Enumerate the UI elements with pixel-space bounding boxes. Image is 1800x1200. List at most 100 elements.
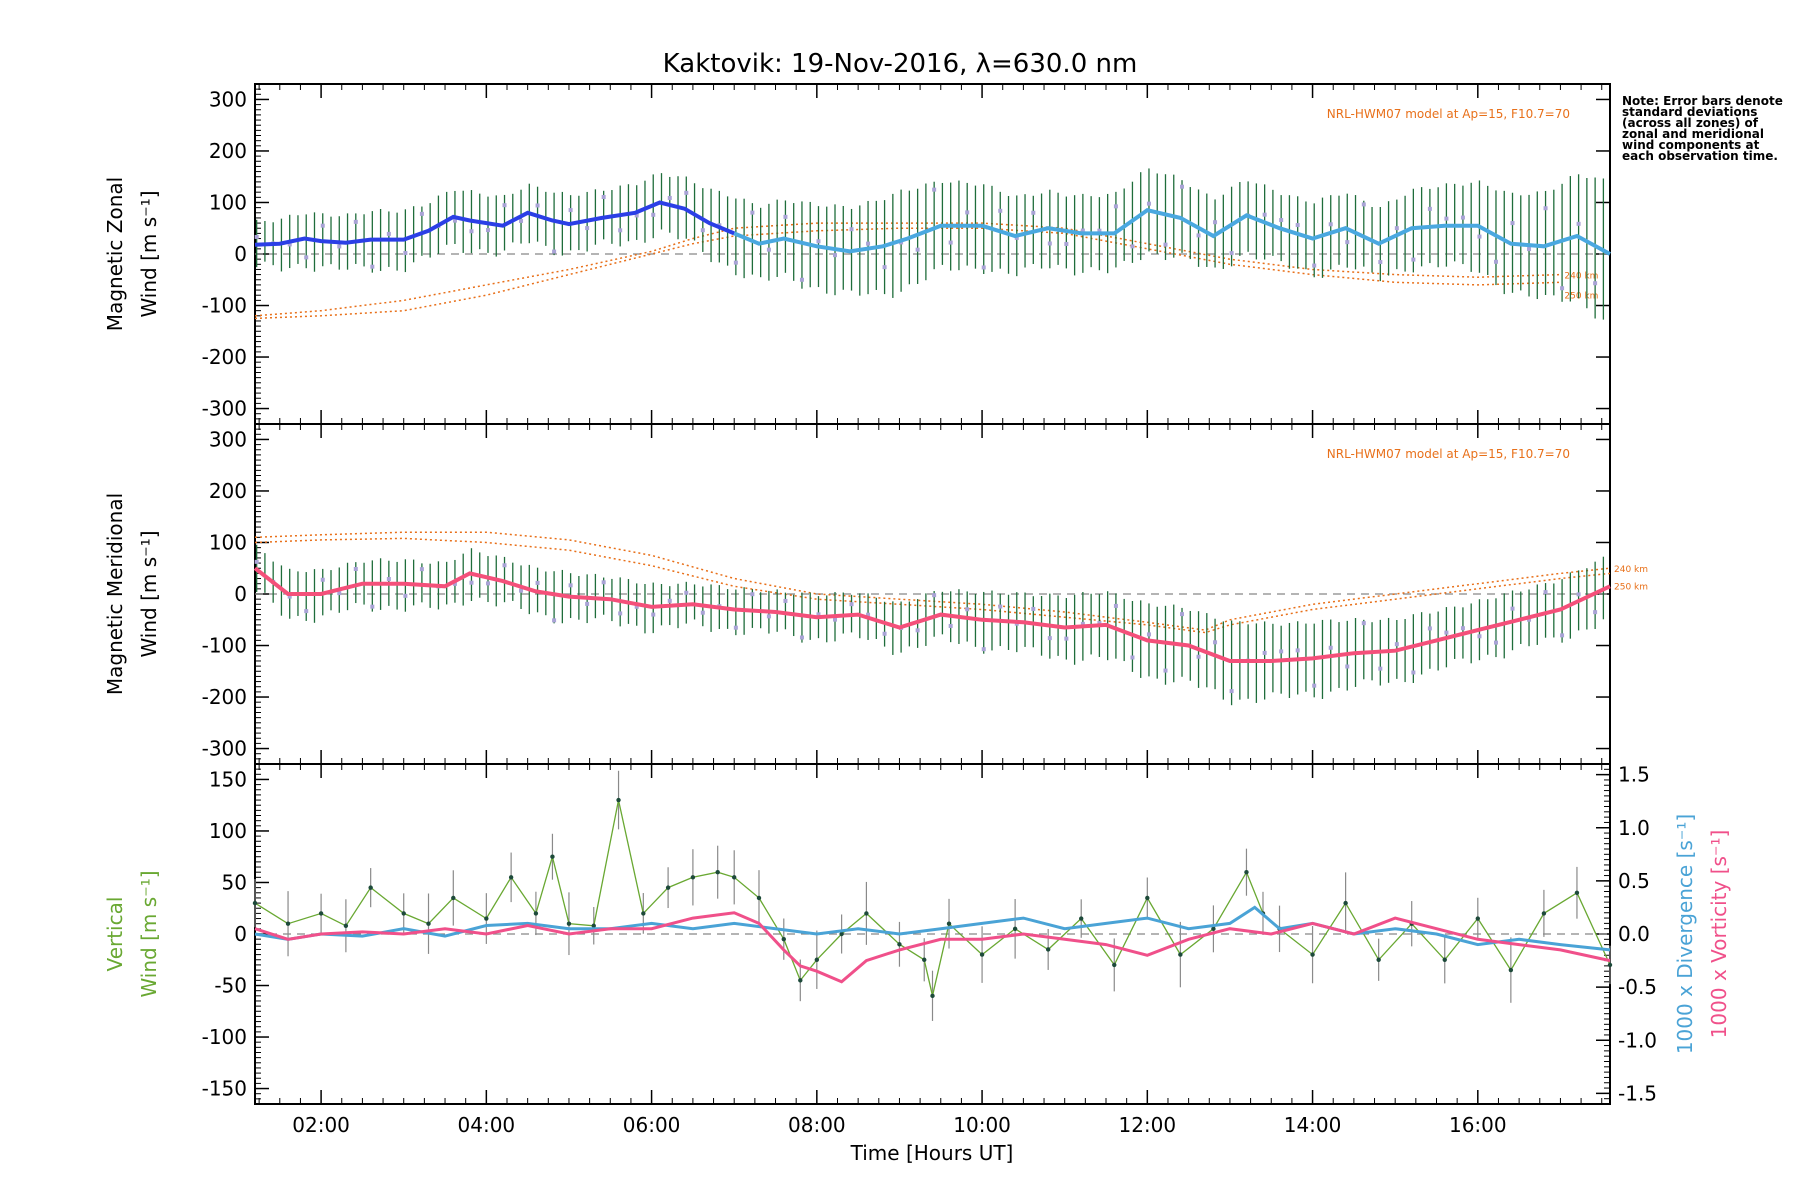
meridional-zone-point bbox=[651, 612, 656, 617]
zonal-zone-point bbox=[766, 247, 771, 252]
zonal-ylabel-line1: Magnetic Zonal bbox=[103, 177, 127, 331]
vertical-wind-point bbox=[566, 921, 572, 926]
zonal-zone-point bbox=[585, 226, 590, 231]
meridional-zone-point bbox=[634, 604, 639, 609]
meridional-zone-point bbox=[981, 647, 986, 652]
zonal-zone-point bbox=[1345, 240, 1350, 245]
meridional-zone-point bbox=[932, 593, 937, 598]
vertical-y-tick-label: -150 bbox=[202, 1077, 247, 1101]
zonal-ylabel-line2: Wind [m s⁻¹] bbox=[137, 190, 161, 317]
meridional-zone-point bbox=[965, 607, 970, 612]
meridional-zone-point bbox=[552, 618, 557, 623]
meridional-y-tick-label: -200 bbox=[202, 685, 247, 709]
zonal-zone-point bbox=[502, 203, 507, 208]
meridional-zone-point bbox=[1180, 612, 1185, 617]
zonal-zone-point bbox=[684, 190, 689, 195]
zonal-zone-point bbox=[287, 242, 292, 247]
meridional-zone-point bbox=[1295, 648, 1300, 653]
meridional-zone-point bbox=[1047, 636, 1052, 641]
vertical-wind-point bbox=[1211, 926, 1216, 932]
vertical-wind-point bbox=[946, 921, 952, 926]
x-tick-label: 16:00 bbox=[1449, 1113, 1507, 1137]
meridional-zone-point bbox=[485, 581, 490, 586]
zonal-zone-point bbox=[552, 249, 557, 254]
zonal-zone-point bbox=[601, 195, 606, 200]
vertical-wind-line bbox=[254, 799, 1611, 996]
vertical-wind-point bbox=[715, 869, 720, 875]
zonal-zone-point bbox=[1312, 263, 1317, 268]
vertical-wind-point bbox=[665, 885, 671, 890]
meridional-y-tick-label: 0 bbox=[234, 582, 247, 606]
meridional-model-curve bbox=[254, 537, 1611, 634]
zonal-zone-point bbox=[535, 203, 540, 208]
vertical-wind-point bbox=[922, 957, 927, 962]
meridional-zone-point bbox=[799, 635, 804, 640]
zonal-zone-point bbox=[485, 228, 490, 233]
meridional-zone-point bbox=[1411, 670, 1416, 675]
meridional-zone-point bbox=[519, 588, 524, 593]
zonal-zone-point bbox=[750, 210, 755, 215]
zonal-zone-point bbox=[1229, 251, 1234, 256]
meridional-zone-point bbox=[1113, 603, 1118, 608]
zonal-zone-point bbox=[1047, 241, 1052, 246]
zonal-annotation: NRL-HWM07 model at Ap=15, F10.7=70 bbox=[1327, 107, 1570, 121]
zonal-zone-point bbox=[1460, 215, 1465, 220]
meridional-zone-point bbox=[1527, 617, 1532, 622]
vertical-wind-point bbox=[1012, 926, 1018, 932]
zonal-model-curve bbox=[254, 227, 1561, 320]
rate-y-tick-label: 1.0 bbox=[1618, 816, 1650, 840]
meridional-zone-point bbox=[998, 604, 1003, 609]
meridional-model-label: 240 km bbox=[1614, 565, 1648, 575]
meridional-zone-point bbox=[353, 567, 358, 572]
vertical-wind-point bbox=[401, 911, 406, 916]
meridional-zone-point bbox=[1444, 630, 1449, 635]
zonal-zone-point bbox=[1130, 244, 1135, 249]
meridional-zone-point bbox=[1345, 664, 1350, 669]
zonal-mean-line-late bbox=[733, 208, 1611, 256]
zonal-panel: 300 200 100 0 -100 -200 -300 240 km 250 km NRL-H… bbox=[103, 83, 1611, 425]
zonal-zone-point bbox=[519, 218, 524, 223]
vertical-wind-point bbox=[732, 875, 737, 880]
rate-y-tick-label: -1.5 bbox=[1618, 1081, 1657, 1105]
vertical-wind-point bbox=[781, 936, 786, 942]
vertical-wind-point bbox=[616, 797, 621, 803]
meridional-zone-point bbox=[915, 628, 920, 633]
vertical-wind-point bbox=[368, 885, 373, 890]
vertical-wind-point bbox=[591, 923, 596, 928]
vertical-wind-point bbox=[1607, 962, 1613, 968]
zonal-zone-point bbox=[1378, 260, 1383, 265]
meridional-zone-point bbox=[783, 598, 788, 603]
vertical-wind-point bbox=[426, 921, 431, 926]
meridional-zone-point bbox=[1163, 668, 1168, 673]
zonal-zone-point bbox=[1213, 220, 1218, 225]
rate-y-tick-label: 1.5 bbox=[1618, 763, 1650, 787]
meridional-zone-point bbox=[1593, 610, 1598, 615]
meridional-zone-point bbox=[535, 580, 540, 585]
meridional-zone-point bbox=[667, 598, 672, 603]
zonal-y-tick-label: -200 bbox=[202, 345, 247, 369]
meridional-zone-point bbox=[766, 614, 771, 619]
x-tick-label: 02:00 bbox=[292, 1113, 350, 1137]
meridional-zone-point bbox=[1279, 649, 1284, 654]
meridional-zone-point bbox=[1196, 654, 1201, 659]
meridional-zone-point bbox=[1080, 621, 1085, 626]
zonal-zone-point bbox=[667, 195, 672, 200]
zonal-zone-point bbox=[1080, 228, 1085, 233]
zonal-zone-point bbox=[1560, 286, 1565, 291]
meridional-model-curve bbox=[254, 531, 1611, 631]
zonal-zone-point bbox=[1477, 234, 1482, 239]
meridional-zone-point bbox=[618, 611, 623, 616]
meridional-annotation: NRL-HWM07 model at Ap=15, F10.7=70 bbox=[1327, 447, 1570, 461]
vertical-wind-point bbox=[508, 875, 514, 880]
vertical-wind-point bbox=[979, 952, 985, 957]
zonal-y-tick-label: 300 bbox=[209, 87, 247, 111]
vertical-ylabel-line2: Wind [m s⁻¹] bbox=[137, 870, 161, 997]
meridional-model-label: 250 km bbox=[1614, 582, 1648, 592]
vertical-wind-point bbox=[1574, 890, 1580, 895]
meridional-zone-point bbox=[1262, 650, 1267, 655]
vertical-y-tick-label: 100 bbox=[209, 819, 247, 843]
vertical-y-tick-label: -100 bbox=[202, 1025, 247, 1049]
vertical-wind-point bbox=[1244, 869, 1249, 875]
meridional-zone-point bbox=[469, 580, 474, 585]
zonal-zone-point bbox=[816, 239, 821, 244]
